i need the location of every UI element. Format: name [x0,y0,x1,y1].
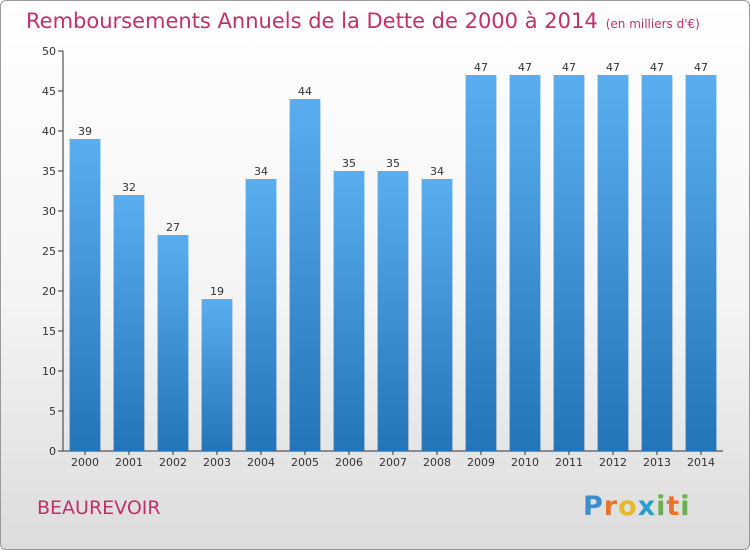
x-tick-label: 2010 [511,456,539,469]
bar-value-label: 47 [474,61,488,74]
x-tick-label: 2002 [159,456,187,469]
bar [465,75,497,451]
y-tick-label: 25 [42,245,56,258]
x-tick-label: 2004 [247,456,275,469]
bar-chart: 0 5 10 15 20 25 30 35 40 45 50 39 2000 32 2001 27 2002 19… [42,45,723,469]
bar [553,75,585,451]
logo-letter: t [666,491,681,522]
bar-value-label: 27 [166,221,180,234]
bar-value-label: 47 [694,61,708,74]
bar [157,235,189,451]
bar [377,171,409,451]
bar [333,171,365,451]
bar-value-label: 47 [518,61,532,74]
bar-value-label: 19 [210,285,224,298]
bar-value-label: 34 [254,165,268,178]
y-tick-label: 50 [42,45,56,58]
bar [289,99,321,451]
bar [597,75,629,451]
bar [509,75,541,451]
bar-value-label: 47 [562,61,576,74]
bar-value-label: 35 [386,157,400,170]
x-tick-label: 2011 [555,456,583,469]
bar-value-label: 39 [78,125,92,138]
x-tick-label: 2007 [379,456,407,469]
bar [685,75,717,451]
bar [69,139,101,451]
x-tick-label: 2000 [71,456,99,469]
y-tick-label: 5 [49,405,56,418]
bar [245,179,277,451]
bar-value-label: 47 [606,61,620,74]
bar [641,75,673,451]
y-tick-label: 0 [49,445,56,458]
chart-title-unit: (en milliers d'€) [605,17,700,31]
x-tick-label: 2008 [423,456,451,469]
bar-value-label: 32 [122,181,136,194]
x-tick-label: 2013 [643,456,671,469]
bar [201,299,233,451]
bar-value-label: 34 [430,165,444,178]
y-tick-label: 10 [42,365,56,378]
x-tick-label: 2006 [335,456,363,469]
bar [421,179,453,451]
bar [113,195,145,451]
x-tick-label: 2001 [115,456,143,469]
chart-title: Remboursements Annuels de la Dette de 20… [26,9,700,33]
chart-title-text: Remboursements Annuels de la Dette de 20… [26,9,598,33]
y-tick-label: 45 [42,85,56,98]
x-tick-label: 2003 [203,456,231,469]
logo-letter: x [637,491,657,522]
y-tick-label: 15 [42,325,56,338]
x-tick-label: 2005 [291,456,319,469]
y-tick-label: 40 [42,125,56,138]
bar-value-label: 44 [298,85,312,98]
commune-name: BEAUREVOIR [37,497,161,519]
proxiti-logo: Proxiti [583,491,691,522]
logo-letter: i [680,491,691,522]
logo-letter: P [583,491,604,522]
bar-value-label: 35 [342,157,356,170]
x-tick-label: 2009 [467,456,495,469]
logo-letter: o [618,491,638,522]
x-tick-label: 2014 [687,456,715,469]
logo-letter: i [656,491,667,522]
y-tick-label: 35 [42,165,56,178]
y-tick-label: 20 [42,285,56,298]
y-tick-label: 30 [42,205,56,218]
bar-value-label: 47 [650,61,664,74]
logo-letter: r [603,491,619,522]
x-tick-label: 2012 [599,456,627,469]
